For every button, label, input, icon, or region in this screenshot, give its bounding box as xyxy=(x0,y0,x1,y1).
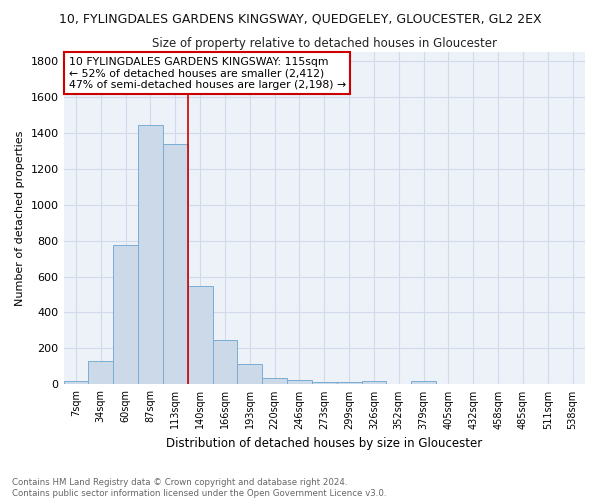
Title: Size of property relative to detached houses in Gloucester: Size of property relative to detached ho… xyxy=(152,38,497,51)
Bar xyxy=(138,126,163,384)
Bar xyxy=(113,245,138,384)
Bar xyxy=(312,382,337,384)
Text: 10, FYLINGDALES GARDENS KINGSWAY, QUEDGELEY, GLOUCESTER, GL2 2EX: 10, FYLINGDALES GARDENS KINGSWAY, QUEDGE… xyxy=(59,12,541,26)
Bar xyxy=(212,340,238,384)
Text: 10 FYLINGDALES GARDENS KINGSWAY: 115sqm
← 52% of detached houses are smaller (2,: 10 FYLINGDALES GARDENS KINGSWAY: 115sqm … xyxy=(69,56,346,90)
Bar xyxy=(362,381,386,384)
Bar xyxy=(337,382,362,384)
Y-axis label: Number of detached properties: Number of detached properties xyxy=(15,130,25,306)
Text: Contains HM Land Registry data © Crown copyright and database right 2024.
Contai: Contains HM Land Registry data © Crown c… xyxy=(12,478,386,498)
X-axis label: Distribution of detached houses by size in Gloucester: Distribution of detached houses by size … xyxy=(166,437,482,450)
Bar xyxy=(64,381,88,384)
Bar xyxy=(238,364,262,384)
Bar xyxy=(88,361,113,384)
Bar xyxy=(163,144,188,384)
Bar xyxy=(262,378,287,384)
Bar xyxy=(411,381,436,384)
Bar xyxy=(287,380,312,384)
Bar xyxy=(188,286,212,384)
